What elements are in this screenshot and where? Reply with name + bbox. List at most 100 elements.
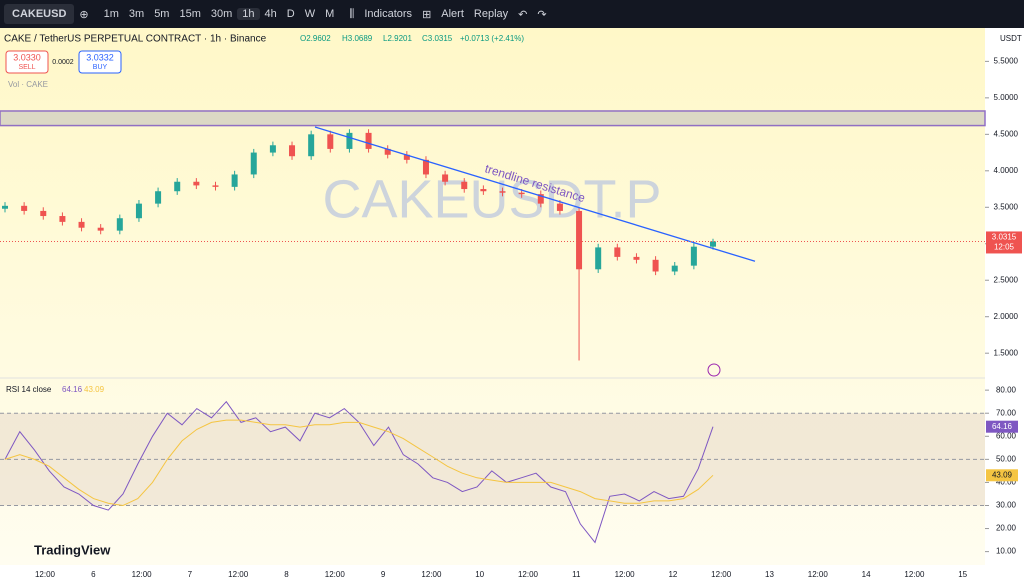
buy-button[interactable] xyxy=(78,50,122,74)
interval[interactable]: 15m xyxy=(179,8,201,20)
candle-body xyxy=(327,134,334,149)
add-symbol[interactable]: ⊕ xyxy=(79,8,89,21)
rsi-last-tag xyxy=(986,420,1018,433)
last-price-tag xyxy=(986,231,1022,254)
chart-type[interactable]: ⫼ xyxy=(349,7,355,20)
candle-body xyxy=(671,265,678,272)
spread: 0.0002 xyxy=(52,59,74,66)
y-tick-label: 4.5000 xyxy=(994,129,1019,138)
y-tick-label: 20.00 xyxy=(996,524,1017,533)
chart: CAKE / TetherUS PERPETUAL CONTRACT · 1h … xyxy=(0,28,1024,585)
x-tick-label: 6 xyxy=(91,570,96,579)
candle-body xyxy=(595,247,602,270)
x-tick-label: 10 xyxy=(475,570,484,579)
toolbar: CAKEUSD ⊕ 1m 3m 5m 15m 30m 1h 4h D W M ⫼ Indicato… xyxy=(0,0,1024,28)
ohlc-c: C3.0315 xyxy=(422,34,453,43)
x-tick-label: 7 xyxy=(188,570,193,579)
y-tick-label: 5.5000 xyxy=(994,56,1019,65)
change: +0.0713 (+2.41%) xyxy=(460,34,524,43)
replay[interactable]: Replay xyxy=(473,8,509,20)
buy-price: 3.0332 xyxy=(86,52,114,62)
alert[interactable]: Alert xyxy=(441,8,464,20)
interval[interactable]: 1m xyxy=(103,8,119,20)
ohlc-o: O2.9602 xyxy=(300,34,331,43)
interval[interactable]: 4h xyxy=(264,8,277,20)
candle-body xyxy=(97,227,104,231)
x-tick-label: 12 xyxy=(668,570,677,579)
event-icon[interactable] xyxy=(707,363,721,377)
y-tick-label: 5.0000 xyxy=(994,93,1019,102)
trendline xyxy=(314,126,756,262)
y-tick-label: 10.00 xyxy=(996,547,1017,556)
symbol-search[interactable]: CAKEUSD xyxy=(4,4,75,24)
x-tick-label: 12:00 xyxy=(35,570,56,579)
y-tick-label: 40.00 xyxy=(996,478,1017,487)
intervals: 1m 3m 5m 15m 30m 1h 4h D W M xyxy=(94,8,345,20)
countdown: 12:05 xyxy=(994,243,1015,252)
ohlc-h: H3.0689 xyxy=(342,34,373,43)
y-tick-label: 2.5000 xyxy=(994,275,1019,284)
candle-body xyxy=(21,205,28,211)
candle-body xyxy=(2,205,8,209)
y-tick-label: 4.0000 xyxy=(994,166,1019,175)
candle-body xyxy=(289,145,296,157)
candle-body xyxy=(59,216,66,222)
volume-label: Vol · CAKE xyxy=(8,80,48,89)
buy-label: BUY xyxy=(93,64,108,71)
candle-body xyxy=(40,210,47,217)
y-tick-label: 3.5000 xyxy=(994,202,1019,211)
y-tick-label: 2.0000 xyxy=(994,312,1019,321)
candle-body xyxy=(250,152,257,175)
candle-body xyxy=(422,159,429,175)
layouts[interactable]: ⊞ xyxy=(422,8,432,21)
x-tick-label: 12:00 xyxy=(904,570,925,579)
y-tick-label: 1.5000 xyxy=(994,348,1019,357)
resistance-zone xyxy=(0,110,986,127)
rsi-last-tag xyxy=(986,469,1018,482)
candle-body xyxy=(652,259,659,272)
indicators[interactable]: Indicators xyxy=(364,8,413,20)
interval[interactable]: 30m xyxy=(210,8,233,20)
undo[interactable]: ↶ xyxy=(518,8,528,21)
interval[interactable]: 5m xyxy=(154,8,170,20)
sell-label: SELL xyxy=(18,64,35,71)
rsi-title: RSI 14 close xyxy=(6,385,52,394)
sell-button[interactable] xyxy=(5,50,49,74)
currency[interactable]: USDT xyxy=(1000,34,1022,43)
interval[interactable]: 3m xyxy=(128,8,145,20)
axis-bg xyxy=(985,28,1024,585)
x-tick-label: 12:00 xyxy=(615,570,636,579)
rsi-last-value: 64.16 xyxy=(992,422,1013,431)
candle-body xyxy=(193,181,200,186)
rsi-legend-value: 64.16 xyxy=(62,385,83,394)
candle-body xyxy=(576,210,583,270)
candle-body xyxy=(116,218,123,231)
rsi-line xyxy=(4,419,714,507)
y-tick-label: 70.00 xyxy=(996,408,1017,417)
sell-price: 3.0330 xyxy=(13,52,41,62)
x-tick-label: 9 xyxy=(381,570,386,579)
redo[interactable]: ↷ xyxy=(537,8,547,21)
branding: TradingView xyxy=(34,542,111,557)
interval[interactable]: W xyxy=(304,8,316,20)
candle-body xyxy=(78,221,85,228)
candle-body xyxy=(269,145,276,153)
interval[interactable]: D xyxy=(286,8,295,20)
y-tick-label: 60.00 xyxy=(996,431,1017,440)
candle-body xyxy=(537,194,544,204)
x-tick-label: 12:00 xyxy=(808,570,829,579)
interval[interactable]: M xyxy=(325,8,335,20)
last-price: 3.0315 xyxy=(992,233,1017,242)
candle-body xyxy=(135,203,142,219)
x-tick-label: 8 xyxy=(284,570,289,579)
interval[interactable]: 1h xyxy=(237,8,260,20)
x-tick-label: 12:00 xyxy=(228,570,249,579)
candle-body xyxy=(346,132,353,149)
candle-body xyxy=(710,241,716,247)
candle-body xyxy=(155,191,162,204)
candle-body xyxy=(442,174,449,182)
x-tick-label: 12:00 xyxy=(132,570,153,579)
watermark: CAKEUSDT.P xyxy=(322,169,661,229)
candle-body xyxy=(518,192,525,195)
x-tick-label: 14 xyxy=(862,570,871,579)
